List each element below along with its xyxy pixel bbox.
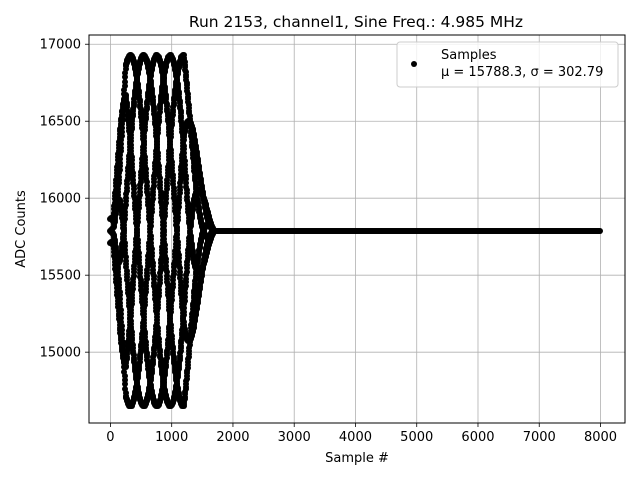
x-tick-label: 5000 — [400, 430, 433, 445]
x-tick-label: 4000 — [339, 430, 372, 445]
x-tick-label: 8000 — [584, 430, 617, 445]
y-axis-label: ADC Counts — [14, 190, 29, 268]
x-tick-label: 0 — [106, 430, 114, 445]
legend-box — [396, 41, 619, 88]
y-tick-label: 15500 — [40, 269, 81, 284]
y-tick-label: 15000 — [40, 346, 81, 361]
x-axis-ticks: 0 1000 2000 3000 4000 5000 6000 7000 8000 — [106, 423, 617, 445]
data-point — [122, 79, 128, 85]
legend-marker — [411, 61, 417, 67]
legend: Samples μ = 15788.3, σ = 302.79 — [396, 41, 619, 88]
x-tick-label: 6000 — [461, 430, 494, 445]
x-tick-label: 2000 — [216, 430, 249, 445]
legend-series-stats: μ = 15788.3, σ = 302.79 — [441, 65, 603, 80]
data-point — [120, 117, 126, 123]
plot-frame — [88, 34, 626, 424]
data-point — [154, 317, 160, 323]
y-tick-label: 16500 — [40, 115, 81, 130]
y-tick-label: 16000 — [40, 192, 81, 207]
chart-title: Run 2153, channel1, Sine Freq.: 4.985 MH… — [189, 13, 523, 31]
data-point — [597, 228, 603, 234]
x-tick-label: 3000 — [278, 430, 311, 445]
legend-series-name: Samples — [441, 48, 497, 63]
y-axis-ticks: 15000 15500 16000 16500 17000 — [40, 38, 89, 361]
data-point — [187, 228, 193, 234]
data-points — [107, 52, 603, 409]
x-tick-label: 7000 — [523, 430, 556, 445]
x-tick-label: 1000 — [155, 430, 188, 445]
x-axis-label: Sample # — [325, 451, 389, 466]
data-point — [122, 381, 128, 387]
y-tick-label: 17000 — [40, 38, 81, 53]
